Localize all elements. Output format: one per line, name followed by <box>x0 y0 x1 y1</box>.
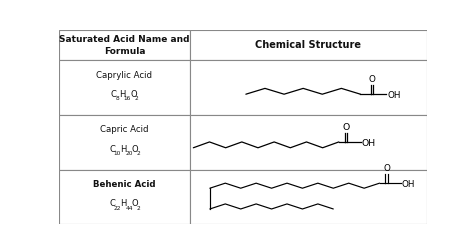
Text: H: H <box>119 90 125 99</box>
Bar <box>190 170 427 224</box>
Text: 8: 8 <box>116 97 119 101</box>
Bar <box>59 170 190 224</box>
Text: O: O <box>343 123 350 132</box>
Text: O: O <box>132 145 138 153</box>
Text: 2: 2 <box>135 97 139 101</box>
Text: 10: 10 <box>114 151 121 156</box>
Text: Saturated Acid Name and
Formula: Saturated Acid Name and Formula <box>59 35 190 56</box>
Text: H: H <box>120 199 127 208</box>
Text: C: C <box>109 145 115 153</box>
Text: H: H <box>120 145 127 153</box>
Text: Chemical Structure: Chemical Structure <box>255 40 361 50</box>
Bar <box>190 115 427 170</box>
Text: Capric Acid: Capric Acid <box>100 125 149 134</box>
Text: OH: OH <box>388 91 401 100</box>
Bar <box>59 60 190 115</box>
Text: OH: OH <box>402 180 416 189</box>
Text: C: C <box>109 199 115 208</box>
Bar <box>59 115 190 170</box>
Bar <box>190 60 427 115</box>
Text: 44: 44 <box>125 206 133 211</box>
Bar <box>59 30 190 60</box>
Bar <box>190 30 427 60</box>
Text: Caprylic Acid: Caprylic Acid <box>96 71 153 80</box>
Text: OH: OH <box>362 139 376 148</box>
Text: 22: 22 <box>114 206 121 211</box>
Text: O: O <box>132 199 138 208</box>
Text: 2: 2 <box>137 151 140 156</box>
Text: O: O <box>130 90 137 99</box>
Text: Behenic Acid: Behenic Acid <box>93 180 155 189</box>
Text: O: O <box>369 75 375 84</box>
Text: O: O <box>383 164 390 173</box>
Text: 20: 20 <box>125 151 133 156</box>
Text: C: C <box>110 90 117 99</box>
Text: 2: 2 <box>137 206 140 211</box>
Text: 16: 16 <box>124 97 131 101</box>
